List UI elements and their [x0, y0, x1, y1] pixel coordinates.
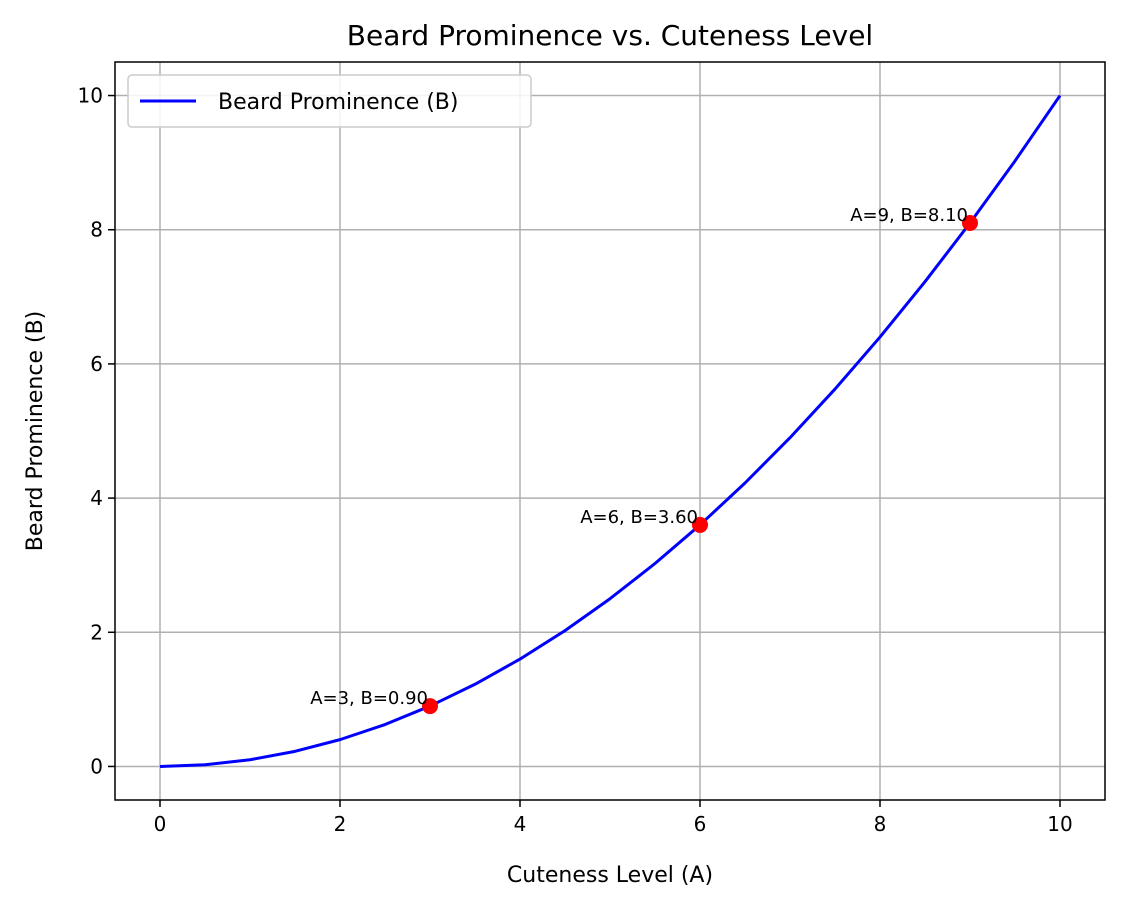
y-tick-label: 4	[90, 486, 103, 510]
y-tick-label: 0	[90, 754, 103, 778]
y-axis-label: Beard Prominence (B)	[23, 311, 48, 551]
chart-title: Beard Prominence vs. Cuteness Level	[347, 19, 873, 52]
point-annotation: A=9, B=8.10	[850, 205, 968, 226]
data-point	[692, 516, 708, 533]
y-tick-label: 2	[90, 620, 103, 644]
x-tick-label: 2	[334, 812, 347, 836]
data-point	[422, 698, 438, 715]
y-tick-label: 8	[90, 218, 103, 242]
grid-layer	[115, 62, 1105, 800]
point-annotation: A=6, B=3.60	[580, 507, 698, 528]
x-axis-label: Cuteness Level (A)	[507, 863, 713, 888]
series-layer	[159, 94, 1062, 768]
data-point	[962, 215, 978, 232]
x-tick-label: 8	[874, 812, 887, 836]
x-tick-label: 4	[514, 812, 527, 836]
legend: Beard Prominence (B)	[127, 74, 532, 128]
legend-label: Beard Prominence (B)	[218, 90, 458, 115]
x-tick-label: 10	[1047, 812, 1072, 836]
legend-box	[127, 74, 532, 128]
points-layer: A=3, B=0.90 A=6, B=3.60 A=9, B=8.10	[310, 205, 978, 715]
x-tick-label: 6	[694, 812, 707, 836]
ticks-layer: 0 2 4 6 8 10 0 2 4 6 8 10	[78, 84, 1073, 836]
y-tick-label: 10	[78, 84, 103, 108]
y-tick-label: 6	[90, 352, 103, 376]
x-tick-label: 0	[154, 812, 167, 836]
point-annotation: A=3, B=0.90	[310, 688, 428, 709]
series-line	[159, 94, 1062, 768]
plot-frame	[114, 61, 1106, 801]
